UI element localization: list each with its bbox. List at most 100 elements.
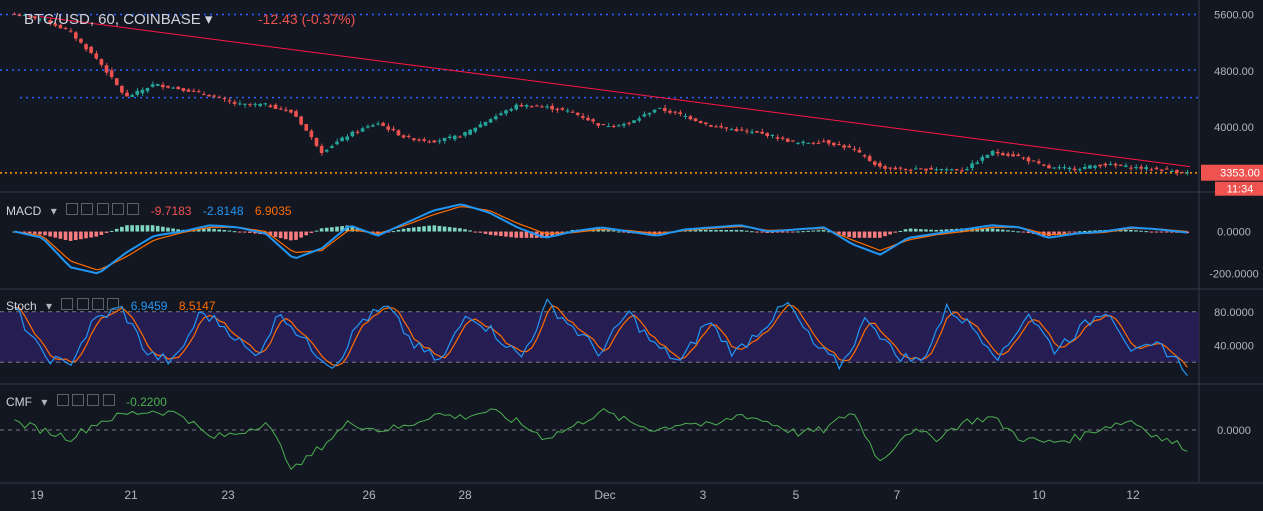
macd-histogram-bar [406,227,411,232]
candle-body [627,122,631,124]
cmf-close-icon[interactable] [102,394,115,406]
macd-histogram-bar [1057,231,1061,235]
candle-body [703,122,708,124]
macd-eye-icon[interactable] [66,203,79,215]
candle-body [48,20,52,24]
macd-histogram-bar [719,229,723,232]
macd-histogram-bar [924,229,928,232]
x-tick-label: 7 [894,488,901,502]
cmf-name[interactable]: CMF [6,395,32,409]
cmf-caret-icon[interactable]: ▾ [41,395,48,409]
macd-histogram-bar [1077,231,1082,233]
macd-histogram-bar [1123,229,1128,232]
candle-body [488,119,493,123]
candle-body [668,110,672,113]
candle-body [785,138,790,142]
candle-body [893,167,898,170]
macd-histogram-bar [939,229,944,232]
macd-histogram-bar [990,228,995,232]
stoch-name[interactable]: Stoch [6,299,37,313]
candle-body [688,116,693,120]
candle-body [396,130,401,136]
candle-body [857,149,862,153]
candle-body [1006,153,1010,156]
candle-body [678,112,682,114]
macd-tick-label: -200.0000 [1209,269,1259,281]
macd-histogram-bar [319,228,324,232]
macd-histogram-bar [1118,229,1123,232]
candle-body [125,92,129,97]
candle-body [202,94,206,96]
symbol-caret-icon[interactable]: ▾ [204,11,213,28]
cmf-settings-icon[interactable] [56,394,69,406]
candle-body [1041,164,1046,166]
candle-body [350,131,355,137]
macd-close-icon[interactable] [127,203,140,215]
symbol-title[interactable]: BTC/USD, 60, COINBASE ▾ [24,10,212,28]
stoch-caret-icon[interactable]: ▾ [46,299,53,313]
candle-body [1011,154,1015,157]
macd-histogram-bar [330,227,334,232]
cmf-plus-icon[interactable] [87,394,100,406]
macd-histogram-bar [744,230,749,232]
macd-plus-icon[interactable] [112,203,125,215]
stoch-eye-icon[interactable] [61,298,74,310]
x-tick-label: 23 [221,488,235,502]
macd-histogram-bar [84,231,88,239]
price-badge-value: 3353.00 [1220,168,1260,180]
macd-histogram-bar [109,230,114,232]
candle-body [89,46,93,53]
candle-body [1170,170,1174,172]
candle-body [58,24,63,29]
macd-hist-value: -9.7183 [150,204,192,218]
candle-body [504,110,508,114]
macd-histogram-bar [837,231,841,235]
cmf-gear-icon[interactable] [72,394,85,406]
macd-signal-value: 6.9035 [254,204,292,218]
candle-body [929,167,933,170]
candle-body [191,90,196,92]
stoch-close-icon[interactable] [107,298,120,310]
candle-body [63,27,68,30]
macd-histogram-bar [780,231,785,233]
candle-body [642,114,647,117]
macd-settings-icon[interactable] [81,203,94,215]
macd-histogram-bar [99,231,104,235]
price-tick-label: 5600.00 [1214,10,1254,22]
price-tick-label: 4000.00 [1214,122,1254,134]
candle-body [888,167,892,169]
candle-body [294,111,298,117]
macd-name[interactable]: MACD [6,204,42,218]
candle-body [1164,168,1169,170]
candle-body [1077,169,1082,171]
macd-histogram-bar [253,231,257,234]
candle-body [591,119,595,122]
macd-histogram-bar [750,231,754,233]
candle-body [534,105,539,107]
candle-body [632,120,636,123]
macd-histogram-bar [1139,230,1143,232]
macd-histogram-bar [324,227,329,232]
candle-body [53,23,58,26]
macd-histogram-bar [509,231,513,238]
candle-body [919,168,923,170]
stoch-plus-icon[interactable] [92,298,105,310]
candle-body [524,105,529,107]
macd-histogram-bar [621,231,626,233]
candle-body [73,32,78,39]
candle-body [1185,172,1189,174]
candle-body [1118,164,1123,166]
macd-histogram-bar [386,231,391,233]
candle-body [38,18,42,20]
candle-body [924,168,928,171]
candle-body [878,163,882,167]
macd-lock-icon[interactable] [96,203,109,215]
macd-caret-icon[interactable]: ▾ [50,204,57,218]
symbol-label: BTC/USD, 60, COINBASE [24,11,201,28]
macd-histogram-bar [867,231,872,238]
stoch-settings-icon[interactable] [76,298,89,310]
macd-histogram-bar [775,231,780,233]
candle-body [22,15,27,17]
macd-histogram-bar [309,231,314,233]
macd-histogram-bar [770,231,775,233]
